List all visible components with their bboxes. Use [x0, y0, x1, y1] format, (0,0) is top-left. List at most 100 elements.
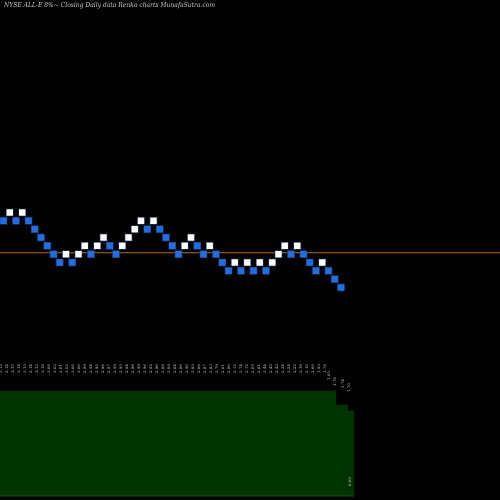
volume-bar	[210, 390, 217, 496]
volume-bar	[276, 390, 283, 496]
volume-bar	[138, 390, 145, 496]
volume-bar	[108, 390, 115, 496]
volume-bar	[306, 390, 313, 496]
price-label: 2.74	[238, 364, 243, 373]
renko-brick-down	[12, 217, 20, 225]
volume-bar	[96, 390, 103, 496]
renko-brick-down	[105, 242, 114, 250]
renko-brick-up	[280, 242, 289, 250]
price-label: 3.00	[70, 364, 75, 373]
renko-brick-down	[324, 267, 333, 275]
volume-bar	[114, 390, 121, 496]
renko-brick-up	[255, 258, 264, 267]
price-label-row: 3.12 3.14 3.15 3.14 3.13 3.14 3.12 3.16 3.08 3.03…	[0, 364, 351, 392]
price-label: 3.14	[16, 364, 21, 373]
volume-bar	[294, 390, 301, 496]
volume-bar	[90, 390, 97, 496]
renko-brick-down	[249, 267, 258, 275]
renko-brick-down	[37, 233, 45, 242]
price-label: 2.86	[196, 364, 201, 373]
renko-brick-down	[218, 258, 227, 267]
volume-bar	[228, 390, 235, 496]
volume-bar	[222, 390, 229, 496]
price-label: 3.13	[22, 364, 27, 373]
renko-brick-down	[55, 258, 64, 267]
price-label: 3.14	[4, 364, 9, 373]
renko-brick-down	[174, 250, 183, 258]
volume-label: 1.74	[340, 379, 345, 388]
volume-bar	[258, 390, 265, 496]
price-label: 2.96	[100, 364, 105, 373]
volume-bar	[324, 390, 331, 496]
volume-bar	[60, 390, 67, 496]
renko-brick-down	[262, 267, 270, 275]
price-label: 3.12	[34, 364, 39, 373]
price-label: 2.94	[124, 364, 129, 373]
price-label: 2.95	[94, 364, 99, 373]
price-label: 1.78	[322, 364, 327, 373]
volume-bar	[24, 390, 31, 496]
renko-brick-down	[193, 242, 202, 250]
renko-brick-up	[243, 258, 252, 267]
price-label: 2.97	[106, 364, 111, 373]
renko-brick-down	[49, 250, 58, 258]
price-label: 2.34	[280, 364, 285, 373]
renko-brick-up	[18, 208, 27, 217]
price-label: 2.86	[178, 364, 183, 373]
price-label: 2.95	[118, 364, 123, 373]
renko-brick-up	[99, 233, 108, 242]
volume-bar	[318, 390, 325, 496]
price-label: 2.85	[190, 364, 195, 373]
volume-bar	[144, 390, 151, 496]
price-label: 2.92	[148, 364, 153, 373]
volume-bar	[150, 390, 157, 496]
price-label: 2.94	[88, 364, 93, 373]
price-label: 3.15	[10, 364, 15, 373]
volume-last-label: 0.03	[347, 477, 352, 486]
price-label: 2.88	[166, 364, 171, 373]
renko-brick-up	[137, 217, 145, 225]
volume-bar	[168, 390, 175, 496]
volume-bar	[48, 390, 55, 496]
price-label: 2.72	[244, 364, 249, 373]
volume-bar	[336, 404, 343, 496]
price-label: 2.98	[130, 364, 135, 373]
price-label: 2.79	[214, 364, 219, 373]
volume-bar	[204, 390, 211, 496]
volume-bar	[54, 390, 61, 496]
price-label: 2.81	[220, 364, 225, 373]
volume-bar	[120, 390, 127, 496]
volume-bar	[72, 390, 79, 496]
volume-bar	[252, 390, 259, 496]
volume-bar	[42, 390, 49, 496]
renko-brick-down	[68, 258, 77, 267]
volume-bar	[78, 390, 85, 496]
renko-brick-up	[74, 250, 83, 258]
renko-brick-down	[112, 250, 120, 258]
renko-brick-down	[24, 217, 33, 225]
volume-bar	[198, 390, 205, 496]
renko-brick-down	[43, 242, 52, 250]
renko-brick-down	[155, 225, 164, 233]
renko-brick-up	[118, 242, 127, 250]
price-label: 3.01	[58, 364, 63, 373]
volume-bar	[186, 390, 193, 496]
volume-bar	[132, 390, 139, 496]
price-label: 2.45	[268, 364, 273, 373]
volume-bar	[216, 390, 223, 496]
renko-brick-down	[305, 258, 314, 267]
renko-brick-up	[62, 250, 70, 258]
volume-bar	[126, 390, 133, 496]
volume-bar	[282, 390, 289, 496]
volume-bar	[264, 390, 271, 496]
renko-brick-up	[80, 242, 89, 250]
price-label: 2.18	[298, 364, 303, 373]
price-label: 2.22	[292, 364, 297, 373]
renko-brick-down	[312, 267, 320, 275]
price-label: 1.93	[316, 364, 321, 373]
renko-brick-down	[162, 233, 170, 242]
volume-bar	[18, 390, 25, 496]
renko-bricks	[0, 208, 345, 292]
price-label: 2.90	[184, 364, 189, 373]
price-label: 2.90	[154, 364, 159, 373]
